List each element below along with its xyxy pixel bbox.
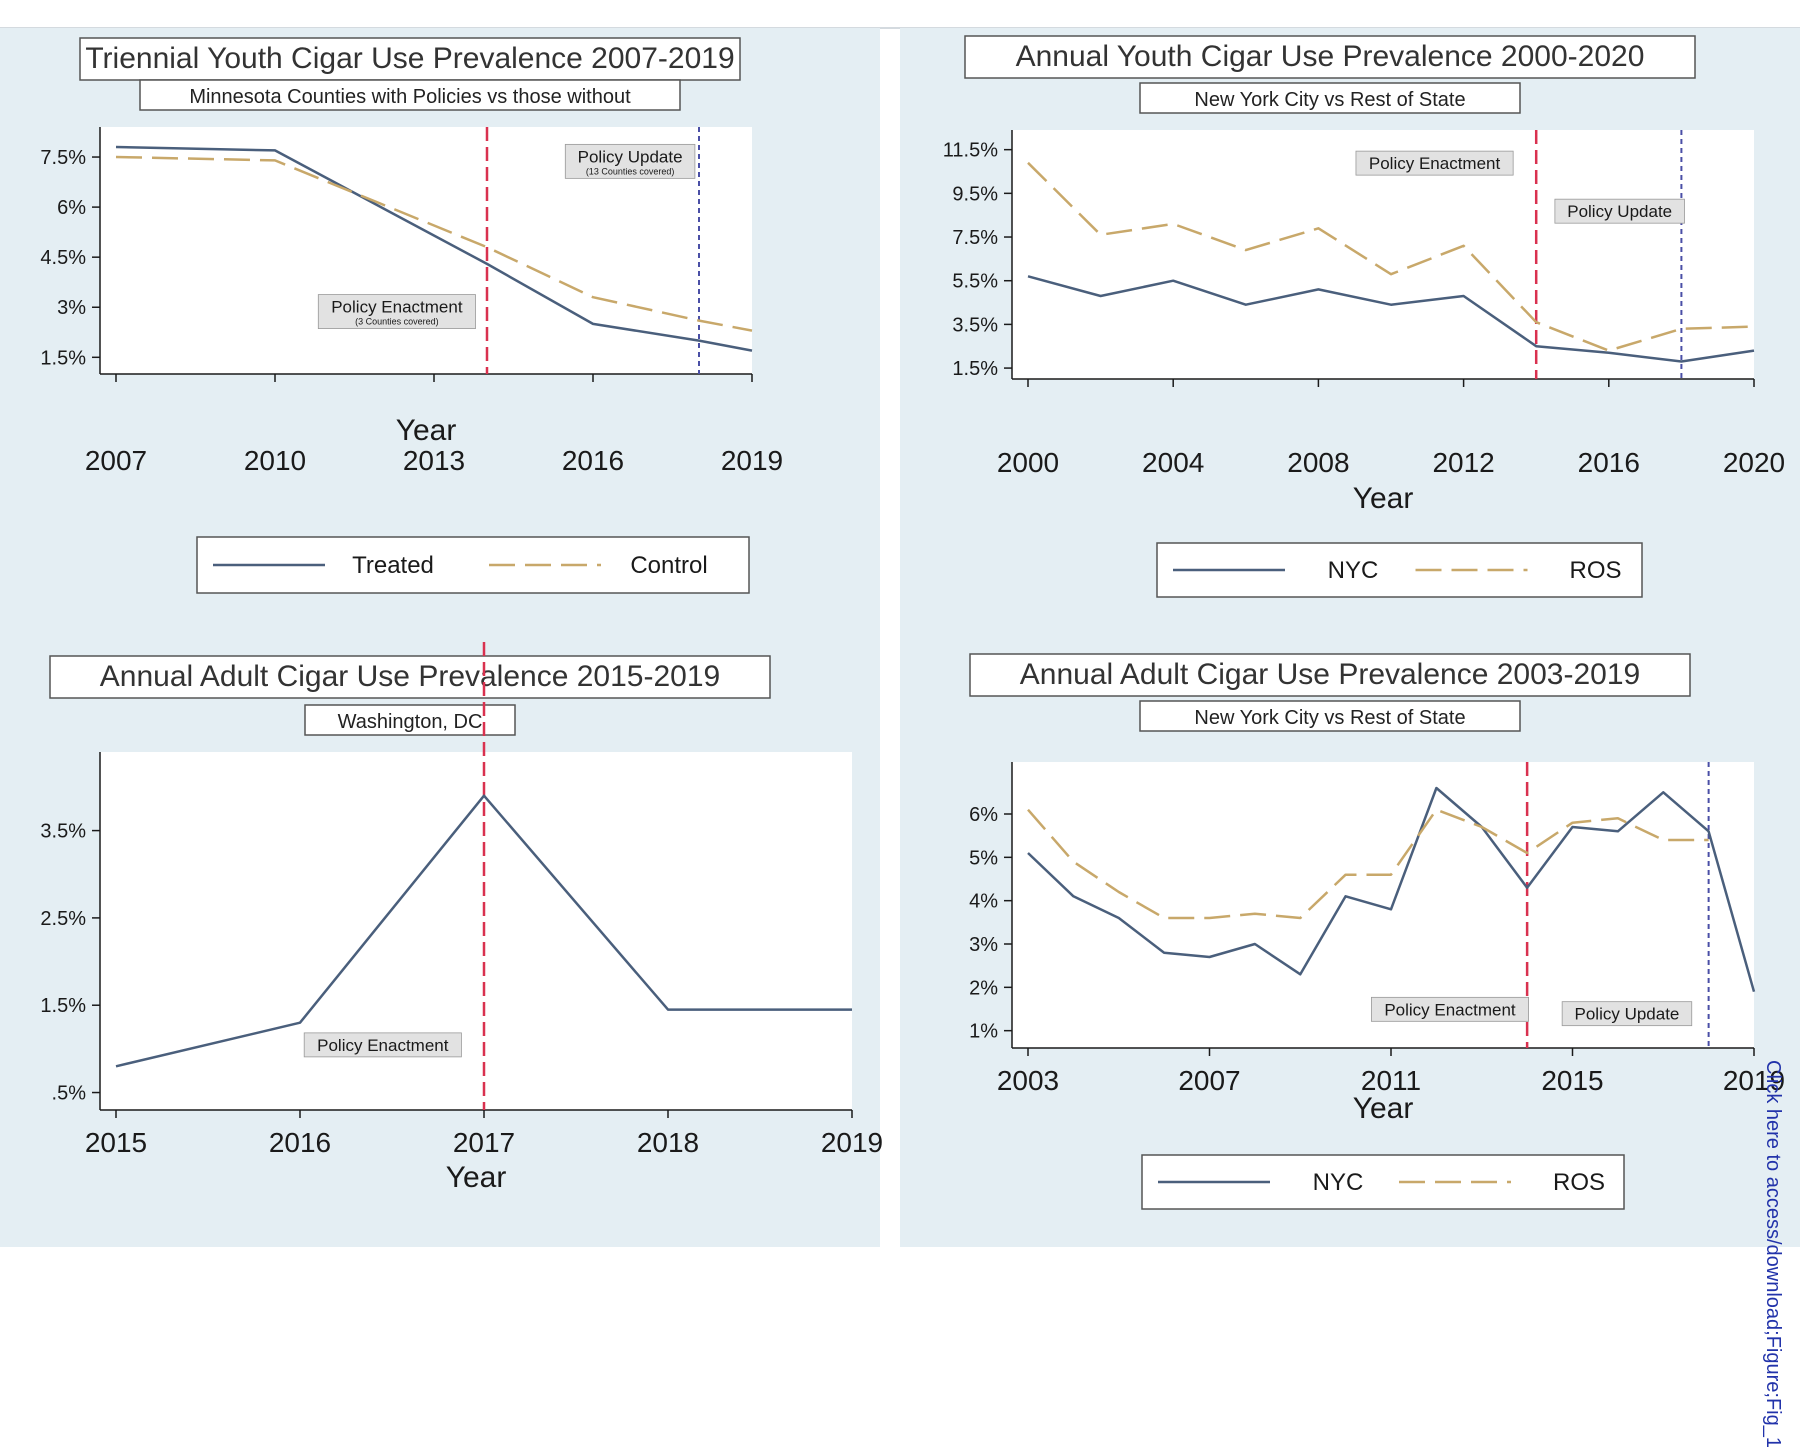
x-tick-label: 2007 [1178, 1065, 1240, 1096]
y-tick-label: 5% [969, 847, 998, 869]
download-link[interactable]: Click here to access/download;Figure;Fig… [1762, 1060, 1784, 1448]
y-tick-label: 4% [969, 891, 998, 913]
title-box [79, 37, 741, 81]
x-tick-label: 2016 [562, 445, 624, 476]
annotation-text: Policy Enactment [317, 1036, 449, 1055]
legend-label-control: Control [630, 552, 707, 579]
annotation-text: Policy Enactment [1369, 154, 1501, 173]
x-tick-label: 2019 [721, 445, 783, 476]
x-axis-label: Year [1353, 1092, 1414, 1125]
x-tick-label: 2019 [1723, 1065, 1785, 1096]
chart-subtitle: Washington, DC [338, 711, 483, 733]
y-tick-label: 3% [57, 297, 86, 319]
series-line-nyc [1027, 786, 1756, 993]
annotation-box [303, 1032, 462, 1058]
chart-subtitle: New York City vs Rest of State [1194, 89, 1465, 111]
annotation-box [1554, 198, 1685, 224]
y-tick-label: 6% [969, 804, 998, 826]
x-axis-label: Year [1353, 482, 1414, 515]
x-tick-label: 2015 [1541, 1065, 1603, 1096]
series-line-control [115, 155, 753, 332]
y-tick-label: 1.5% [952, 358, 998, 380]
legend-label-nyc: NYC [1328, 557, 1379, 584]
annotation-subtext: (13 Counties covered) [586, 166, 675, 176]
y-tick-label: 3.5% [40, 821, 86, 843]
title-box [964, 35, 1696, 79]
figure-canvas: Triennial Youth Cigar Use Prevalence 200… [0, 27, 1800, 1247]
annotation-box [564, 143, 696, 179]
x-tick-label: 2018 [637, 1127, 699, 1158]
chart-panel-1: Triennial Youth Cigar Use Prevalence 200… [0, 28, 880, 650]
x-tick-label: 2016 [1578, 447, 1640, 478]
y-tick-label: 5.5% [952, 271, 998, 293]
x-tick-label: 2011 [1361, 1065, 1421, 1096]
x-tick-label: 2013 [403, 445, 465, 476]
x-tick-label: 2020 [1723, 447, 1785, 478]
annotation-text: Policy Update [578, 147, 683, 166]
y-tick-label: 3.5% [952, 314, 998, 336]
y-tick-label: 6% [57, 197, 86, 219]
y-tick-label: 7.5% [952, 227, 998, 249]
x-tick-label: 2007 [85, 445, 147, 476]
y-tick-label: 2.5% [40, 908, 86, 930]
x-tick-label: 2010 [244, 445, 306, 476]
title-box [969, 653, 1691, 697]
y-tick-label: 2% [969, 977, 998, 999]
chart-title: Annual Youth Cigar Use Prevalence 2000-2… [1016, 40, 1645, 73]
y-tick-label: 4.5% [40, 247, 86, 269]
subtitle-box [1139, 82, 1521, 114]
series-line-nyc [1027, 275, 1755, 363]
annotation-box [1561, 1001, 1693, 1027]
subtitle-box [139, 79, 681, 111]
chart-panel-2: Annual Youth Cigar Use Prevalence 2000-2… [900, 28, 1800, 650]
annotation-box [317, 294, 476, 329]
annotation-text: Policy Update [1575, 1005, 1680, 1024]
annotation-text: Policy Enactment [1384, 1000, 1516, 1019]
x-tick-label: 2008 [1287, 447, 1349, 478]
subtitle-box [304, 704, 516, 736]
x-tick-label: 2004 [1142, 447, 1204, 478]
x-tick-label: 2017 [453, 1127, 515, 1158]
legend-label-treated: Treated [352, 552, 434, 579]
chart-title: Triennial Youth Cigar Use Prevalence 200… [85, 42, 734, 75]
chart-subtitle: Minnesota Counties with Policies vs thos… [189, 86, 631, 108]
series-line-dc [115, 794, 852, 1068]
x-tick-label: 2003 [997, 1065, 1059, 1096]
y-tick-label: 1.5% [40, 347, 86, 369]
legend-label-nyc: NYC [1313, 1169, 1364, 1196]
series-line-ros [1027, 808, 1709, 920]
x-tick-label: 2015 [85, 1127, 147, 1158]
x-tick-label: 2000 [997, 447, 1059, 478]
subtitle-box [1139, 700, 1521, 732]
y-tick-label: 11.5% [943, 140, 998, 162]
y-tick-label: 9.5% [952, 183, 998, 205]
y-tick-label: 1.5% [40, 995, 86, 1017]
chart-panel-3: Annual Adult Cigar Use Prevalence 2015-2… [0, 642, 883, 1247]
x-tick-label: 2016 [269, 1127, 331, 1158]
title-box [49, 655, 771, 699]
chart-subtitle: New York City vs Rest of State [1194, 707, 1465, 729]
legend-label-ros: ROS [1569, 557, 1621, 584]
y-tick-label: 7.5% [40, 147, 86, 169]
legend-label-ros: ROS [1553, 1169, 1605, 1196]
figure-stage: Triennial Youth Cigar Use Prevalence 200… [0, 27, 1800, 1448]
y-tick-label: .5% [52, 1083, 87, 1105]
chart-panel-4: Annual Adult Cigar Use Prevalence 2003-2… [900, 650, 1800, 1247]
annotation-box [1370, 996, 1529, 1022]
plot-area [100, 752, 852, 1110]
chart-title: Annual Adult Cigar Use Prevalence 2003-2… [1020, 658, 1640, 691]
y-tick-label: 1% [969, 1021, 998, 1043]
series-line-treated [115, 145, 753, 352]
y-tick-label: 3% [969, 934, 998, 956]
annotation-subtext: (3 Counties covered) [355, 317, 439, 327]
chart-title: Annual Adult Cigar Use Prevalence 2015-2… [100, 660, 720, 693]
x-axis-label: Year [446, 1161, 507, 1194]
x-axis-label: Year [396, 414, 457, 447]
x-tick-label: 2012 [1432, 447, 1494, 478]
annotation-box [1355, 150, 1514, 176]
x-tick-label: 2019 [821, 1127, 883, 1158]
annotation-text: Policy Update [1567, 202, 1672, 221]
series-line-ros [1027, 161, 1755, 352]
annotation-text: Policy Enactment [331, 298, 463, 317]
